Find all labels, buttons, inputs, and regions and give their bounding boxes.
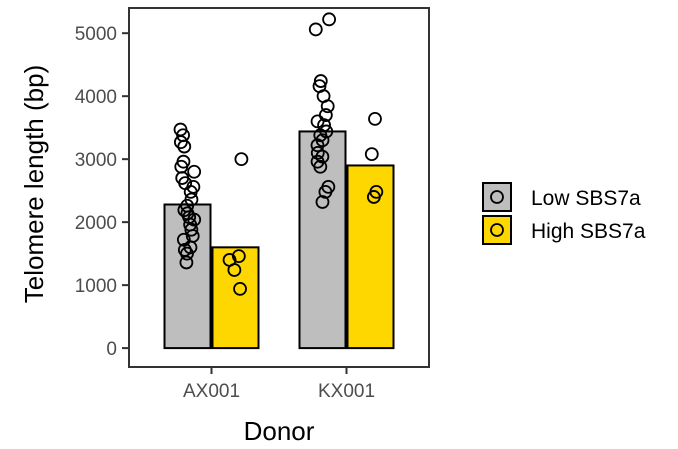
legend-label-high-sbs7a: High SBS7a xyxy=(531,220,646,243)
data-point xyxy=(315,195,330,209)
data-point xyxy=(318,185,333,199)
data-point xyxy=(183,185,198,199)
data-point xyxy=(180,246,194,261)
axes: 0 1000 2000 3000 4000 5000 AX001 KX001 xyxy=(75,7,430,402)
bar-kx001-high-sbs7a xyxy=(346,164,395,350)
legend-label-low-sbs7a: Low SBS7a xyxy=(531,187,641,210)
data-point xyxy=(177,203,192,218)
y-tick-label: 4000 xyxy=(75,87,117,108)
data-point xyxy=(364,147,379,162)
y-tick-label: 1000 xyxy=(75,276,117,297)
y-tick-label: 0 xyxy=(106,339,117,360)
data-point xyxy=(313,74,328,88)
data-point xyxy=(227,263,242,277)
y-axis-title: Telomere length (bp) xyxy=(19,65,49,303)
data-point xyxy=(320,99,335,114)
data-point xyxy=(231,249,246,264)
x-axis-title: Donor xyxy=(244,416,315,446)
x-tick-label: AX001 xyxy=(183,381,240,402)
data-point xyxy=(308,22,323,37)
plot-area xyxy=(163,12,395,350)
data-point xyxy=(368,111,382,126)
legend-key-point-high xyxy=(490,223,504,237)
data-point xyxy=(366,190,381,204)
data-point xyxy=(234,152,249,167)
data-point xyxy=(233,282,247,296)
data-point xyxy=(177,139,192,154)
legend-key-point-low xyxy=(490,190,504,204)
x-tick-label: KX001 xyxy=(318,381,375,402)
bar-ax001-low-sbs7a xyxy=(163,203,212,350)
legend-key-low-sbs7a xyxy=(482,182,512,212)
data-point xyxy=(179,255,194,270)
legend: Low SBS7a High SBS7a xyxy=(482,182,646,245)
data-point xyxy=(184,222,199,237)
bar-kx001-low-sbs7a xyxy=(298,130,347,350)
y-tick-label: 5000 xyxy=(75,24,117,45)
data-point xyxy=(187,164,202,179)
data-point xyxy=(322,12,337,27)
legend-item-high-sbs7a: High SBS7a xyxy=(482,215,646,245)
data-point xyxy=(313,159,328,174)
legend-key-high-sbs7a xyxy=(482,215,512,245)
panel-border xyxy=(128,7,430,368)
data-point xyxy=(310,138,325,153)
y-tick-label: 2000 xyxy=(75,213,117,234)
y-tick-label: 3000 xyxy=(75,150,117,171)
legend-item-low-sbs7a: Low SBS7a xyxy=(482,182,641,212)
